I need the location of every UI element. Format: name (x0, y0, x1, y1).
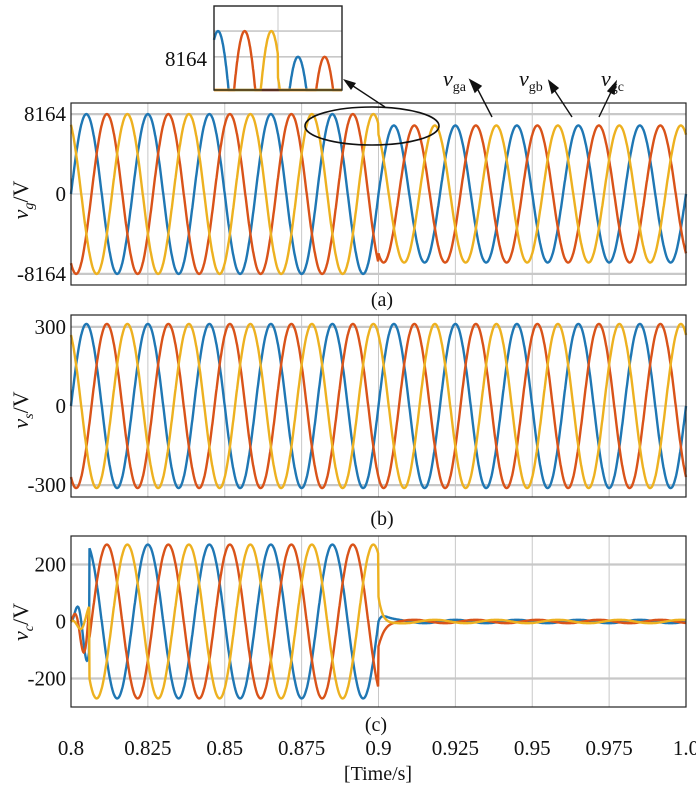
series-line-vgb (69, 112, 688, 276)
x-axis-label: [Time/s] (344, 763, 412, 785)
y-tick-label: 0 (56, 610, 67, 634)
series-line-vsc (69, 322, 688, 490)
y-ticks-c: 200 0 -200 (28, 553, 67, 691)
arrow-vgb (552, 87, 573, 118)
x-tick-label: 1.0 (673, 736, 696, 760)
series-line-vgc (69, 112, 688, 276)
series-b (69, 322, 688, 490)
y-tick-label: 300 (35, 315, 67, 339)
series-line-vcc (70, 543, 686, 700)
arrowhead-vgb (547, 79, 560, 95)
zoom-pointer-head (343, 79, 356, 90)
x-tick-label: 0.975 (586, 736, 633, 760)
y-axis-label-a: vg/V (8, 181, 37, 220)
legend-arrows (468, 78, 618, 118)
x-tick-label: 0.8 (58, 736, 84, 760)
y-ticks-b: 300 0 -300 (28, 315, 67, 497)
x-tick-label: 0.85 (206, 736, 243, 760)
zoom-ellipse (304, 106, 440, 146)
series-line-vca (70, 543, 687, 700)
series-line-vsb (69, 322, 688, 490)
zoom-pointer (349, 83, 386, 108)
y-tick-label: 0 (56, 394, 67, 418)
arrow-vgc (598, 89, 613, 118)
series-line-vga (69, 112, 688, 276)
panel-label-c: (c) (365, 714, 387, 736)
series-line-vsa (69, 322, 688, 490)
y-axis-label-b: vs/V (8, 391, 37, 428)
y-tick-label: 0 (56, 182, 67, 206)
x-tick-label: 0.825 (124, 736, 171, 760)
y-tick-label: 200 (35, 553, 67, 577)
y-tick-label: -8164 (17, 262, 66, 286)
legend-vgb: vgb (519, 66, 543, 95)
x-tick-labels: 0.8 0.825 0.85 0.875 0.9 0.925 0.95 0.975 1.0 (58, 736, 696, 760)
zoom-inset: 8164 (165, 5, 343, 92)
y-tick-label: -300 (28, 473, 67, 497)
panel-b: 300 0 -300 vs/V (b) (8, 314, 688, 530)
inset-frame (213, 5, 343, 91)
x-tick-label: 0.925 (432, 736, 479, 760)
axes-frame-b (70, 314, 687, 498)
arrow-vga (476, 87, 493, 118)
y-ticks-a: 8164 0 -8164 (17, 102, 67, 286)
arrowhead-vgc (606, 79, 618, 96)
y-tick-label: 8164 (24, 102, 67, 126)
inset-tick-label: 8164 (165, 47, 208, 71)
y-tick-label: -200 (28, 667, 67, 691)
arrowhead-vga (468, 78, 483, 94)
axes-frame-c (70, 535, 687, 708)
series-c (69, 543, 687, 700)
x-tick-label: 0.9 (365, 736, 391, 760)
x-tick-label: 0.875 (278, 736, 325, 760)
series-line-vcb (69, 543, 687, 700)
panel-label-a: (a) (371, 289, 393, 311)
y-axis-label-c: vc/V (8, 603, 37, 641)
panel-c: 200 0 -200 vc/V (c) (8, 535, 687, 736)
series-a (69, 112, 688, 276)
legend-vga: vga (443, 66, 467, 95)
x-tick-label: 0.95 (514, 736, 551, 760)
panel-label-b: (b) (370, 508, 393, 530)
